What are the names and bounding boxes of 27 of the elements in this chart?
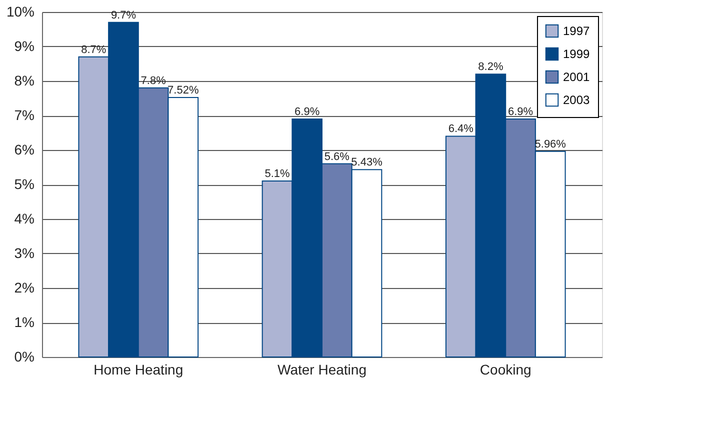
- y-tick-label: 10%: [6, 4, 34, 20]
- y-tick-label: 9%: [14, 38, 34, 54]
- data-label: 6.4%: [448, 123, 474, 136]
- data-label: 8.2%: [478, 61, 504, 74]
- data-label: 6.9%: [294, 106, 320, 118]
- legend-label: 1997: [563, 24, 590, 38]
- x-tick-label: Cooking: [480, 362, 532, 378]
- data-label: 5.43%: [351, 156, 383, 169]
- legend-label: 2003: [563, 93, 590, 107]
- data-label: 6.9%: [508, 106, 534, 118]
- data-label: 9.7%: [110, 9, 136, 22]
- y-tick-label: 4%: [14, 210, 34, 226]
- y-tick-label: 1%: [14, 314, 34, 330]
- legend-label: 1999: [563, 47, 590, 61]
- y-tick-label: 0%: [14, 348, 34, 364]
- y-tick-label: 3%: [14, 245, 34, 261]
- data-label: 8.7%: [81, 44, 106, 56]
- y-tick-label: 2%: [14, 280, 34, 296]
- y-tick-label: 6%: [14, 142, 34, 158]
- x-tick-label: Home Heating: [94, 362, 184, 378]
- y-tick-label: 8%: [14, 72, 34, 88]
- data-label: 5.6%: [324, 150, 350, 163]
- y-tick-label: 5%: [14, 176, 34, 192]
- data-label: 5.1%: [264, 168, 290, 180]
- y-tick-label: 7%: [14, 107, 34, 123]
- legend-label: 2001: [563, 70, 590, 84]
- x-tick-label: Water Heating: [278, 362, 366, 378]
